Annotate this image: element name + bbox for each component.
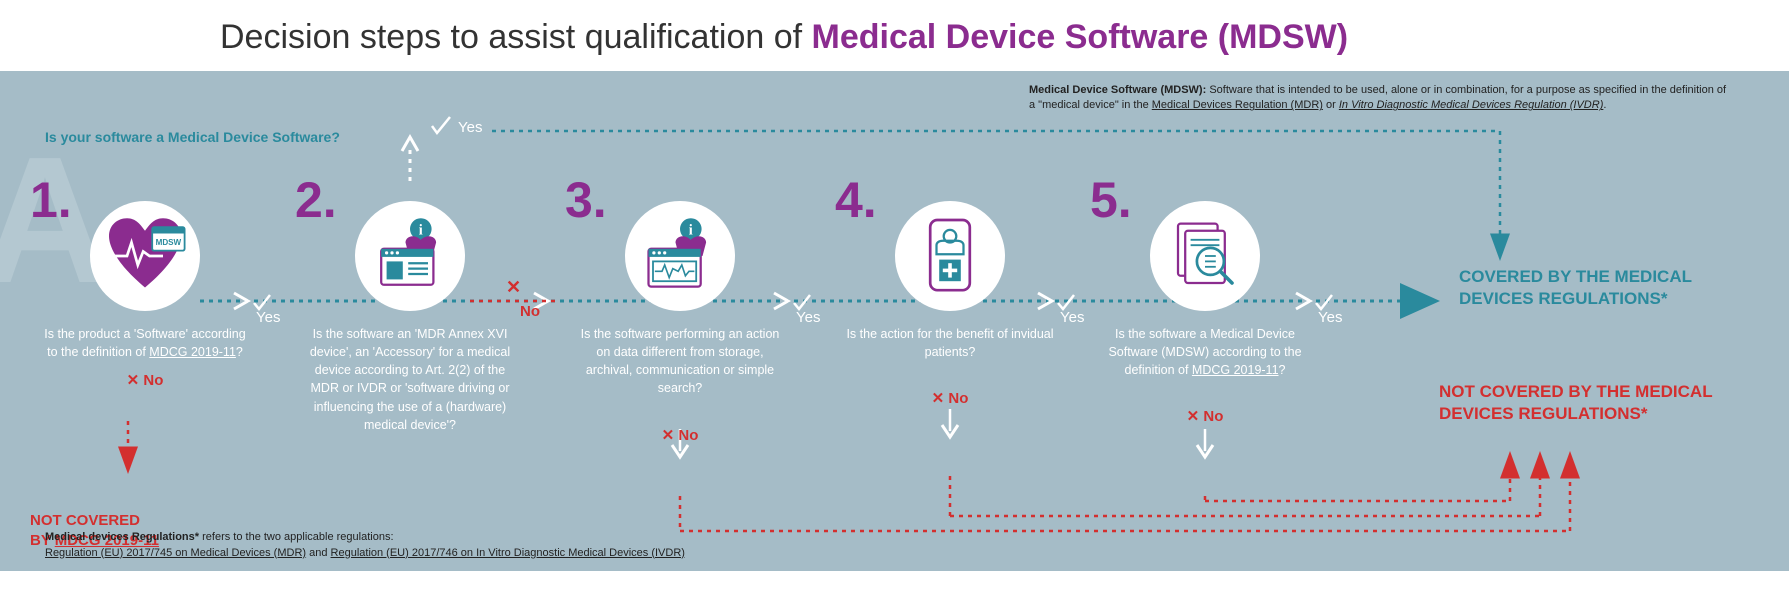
- heart-mdsw-icon: MDSW: [100, 211, 190, 301]
- step-3-no: ✕ No: [565, 426, 795, 444]
- flowchart-panel: A Medical Device Software (MDSW): Softwa…: [0, 71, 1789, 571]
- step-3-icon: i: [625, 201, 735, 311]
- question-label: Is your software a Medical Device Softwa…: [45, 129, 340, 145]
- def-link-mdr[interactable]: Medical Devices Regulation (MDR): [1152, 99, 1323, 111]
- step-4-icon: [895, 201, 1005, 311]
- info-app-icon: i: [365, 211, 455, 301]
- step-4-text: Is the action for the benefit of invidua…: [835, 325, 1065, 361]
- result-not-covered: NOT COVERED BY THE MEDICAL DEVICES REGUL…: [1439, 381, 1719, 425]
- result-covered: COVERED BY THE MEDICAL DEVICES REGULATIO…: [1459, 266, 1719, 310]
- step-2-number: 2.: [295, 171, 337, 229]
- document-search-icon: [1160, 211, 1250, 301]
- footer-link-ivdr[interactable]: Regulation (EU) 2017/746 on In Vitro Dia…: [331, 547, 685, 559]
- step-2-icon: i: [355, 201, 465, 311]
- svg-text:i: i: [419, 222, 423, 238]
- step-3: 3. i Is the software performing an actio…: [565, 171, 795, 444]
- step-1-icon: MDSW: [90, 201, 200, 311]
- yes-label-3: Yes: [796, 309, 820, 326]
- step-1-text: Is the product a 'Software' according to…: [30, 325, 260, 361]
- step-1-number: 1.: [30, 171, 72, 229]
- yes-label-5: Yes: [1318, 309, 1342, 326]
- page-title: Decision steps to assist qualification o…: [0, 0, 1789, 71]
- step-5: 5. Is the software a Medical Device Soft…: [1090, 171, 1320, 425]
- no-label-2: No: [520, 303, 540, 320]
- yes-label-2-up: Yes: [458, 119, 482, 136]
- step-2-text: Is the software an 'MDR Annex XVI device…: [295, 325, 525, 434]
- x-no-label: ✕ No: [565, 426, 795, 444]
- step-5-link[interactable]: MDCG 2019-11: [1192, 363, 1279, 377]
- step-4-no: ✕ No: [835, 389, 1065, 407]
- title-prefix: Decision steps to assist qualification o…: [220, 18, 812, 56]
- step-1: 1. MDSW Is the product a 'Software' acco…: [30, 171, 260, 389]
- patient-device-icon: [905, 211, 995, 301]
- step-1-link[interactable]: MDCG 2019-11: [149, 345, 236, 359]
- top-definition: Medical Device Software (MDSW): Software…: [1029, 83, 1729, 114]
- x-no-label: ✕ No: [30, 371, 260, 389]
- x-no-label: ✕ No: [835, 389, 1065, 407]
- svg-text:i: i: [689, 222, 693, 238]
- step-3-number: 3.: [565, 171, 607, 229]
- step-2: 2. i Is the software an 'MDR Annex XVI d…: [295, 171, 525, 434]
- step-5-icon: [1150, 201, 1260, 311]
- def-bold: Medical Device Software (MDSW):: [1029, 84, 1206, 96]
- info-data-icon: i: [635, 211, 725, 301]
- footer-note: Medical devices Regulations* refers to t…: [45, 530, 685, 561]
- x-no-label: ✕ No: [1090, 407, 1320, 425]
- def-link-ivdr[interactable]: In Vitro Diagnostic Medical Devices Regu…: [1339, 99, 1604, 111]
- svg-text:MDSW: MDSW: [156, 238, 182, 247]
- yes-label-1: Yes: [256, 309, 280, 326]
- step-3-text: Is the software performing an action on …: [565, 325, 795, 398]
- step-4: 4. Is the action for the benefit of invi…: [835, 171, 1065, 407]
- step-5-text: Is the software a Medical Device Softwar…: [1090, 325, 1320, 379]
- title-accent: Medical Device Software (MDSW): [812, 18, 1349, 56]
- footer-link-mdr[interactable]: Regulation (EU) 2017/745 on Medical Devi…: [45, 547, 306, 559]
- step-5-no: ✕ No: [1090, 407, 1320, 425]
- step-1-no: ✕ No: [30, 371, 260, 389]
- step-5-number: 5.: [1090, 171, 1132, 229]
- step-4-number: 4.: [835, 171, 877, 229]
- yes-label-4: Yes: [1060, 309, 1084, 326]
